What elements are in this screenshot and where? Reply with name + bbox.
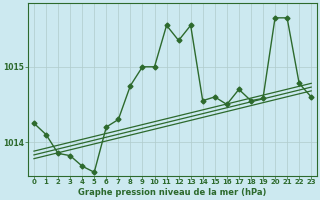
X-axis label: Graphe pression niveau de la mer (hPa): Graphe pression niveau de la mer (hPa) xyxy=(78,188,267,197)
